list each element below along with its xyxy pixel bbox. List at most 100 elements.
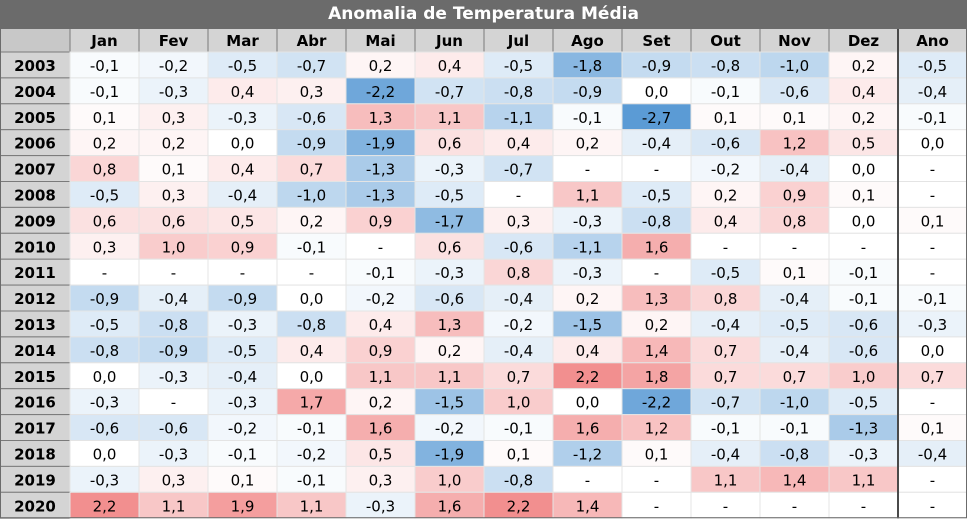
- column-header-cell: [759, 28, 830, 53]
- cell-value-label: -0,1: [504, 420, 533, 438]
- cell-value-label: -: [861, 238, 866, 256]
- cell-value-label: 1,1: [852, 471, 876, 489]
- cell-value-label: -: [654, 497, 659, 515]
- cell-value-label: -0,6: [297, 109, 326, 127]
- cell-value-label: -0,8: [504, 83, 533, 101]
- cell-value-label: -0,2: [366, 290, 395, 308]
- heatmap-cell: [345, 310, 416, 338]
- cell-value-label: -2,7: [642, 109, 671, 127]
- cell-value-label: -0,6: [849, 342, 878, 360]
- cell-value-label: -0,1: [297, 238, 326, 256]
- heatmap-cell: [414, 491, 485, 519]
- cell-value-label: -0,7: [297, 57, 326, 75]
- heatmap-cell: [828, 181, 899, 208]
- cell-value-label: -0,5: [918, 57, 947, 75]
- heatmap-cell: [69, 258, 140, 286]
- cell-value-label: -: [861, 497, 866, 515]
- year-label: 2018: [14, 445, 56, 463]
- year-label: 2004: [14, 83, 56, 101]
- column-header-cell: [690, 28, 761, 53]
- heatmap-cell: [759, 181, 830, 208]
- column-header-cell: [276, 28, 347, 53]
- cell-value-label: 0,7: [300, 161, 324, 179]
- cell-value-label: 0,0: [852, 212, 876, 230]
- heatmap-cell: [759, 232, 830, 260]
- heatmap-cell: [276, 388, 347, 416]
- cell-value-label: 0,9: [231, 238, 255, 256]
- cell-value-label: -: [240, 264, 245, 282]
- heatmap-cell: [276, 440, 347, 467]
- heatmap-cell: [897, 284, 967, 312]
- cell-value-label: 0,1: [783, 109, 807, 127]
- cell-value-label: -: [930, 471, 935, 489]
- column-header-cell: [552, 28, 623, 53]
- heatmap-cell: [207, 51, 278, 79]
- cell-value-label: -0,4: [711, 316, 740, 334]
- year-label-cell: [0, 206, 71, 234]
- cell-value-label: -: [654, 161, 659, 179]
- cell-value-label: 0,1: [231, 471, 255, 489]
- heatmap-cell: [207, 103, 278, 131]
- heatmap-cell: [552, 465, 623, 493]
- heatmap-cell: [897, 155, 967, 182]
- cell-value-label: -0,8: [297, 316, 326, 334]
- cell-value-label: 0,2: [576, 290, 600, 308]
- heatmap-cell: [276, 258, 347, 286]
- heatmap-cell: [552, 258, 623, 286]
- cell-value-label: 0,3: [162, 471, 186, 489]
- cell-value-label: 0,2: [852, 57, 876, 75]
- heatmap-cell: [621, 103, 692, 131]
- cell-value-label: 0,0: [300, 368, 324, 386]
- cell-value-label: 0,3: [507, 212, 531, 230]
- cell-value-label: 0,6: [93, 212, 117, 230]
- heatmap-cell: [690, 206, 761, 234]
- heatmap-cell: [759, 440, 830, 467]
- cell-value-label: 1,0: [507, 394, 531, 412]
- heatmap-cell: [897, 129, 967, 157]
- column-header-label: Ago: [571, 32, 604, 50]
- column-header-label: Jul: [507, 32, 529, 50]
- cell-value-label: 0,5: [852, 135, 876, 153]
- heatmap-cell: [759, 284, 830, 312]
- heatmap-cell: [552, 51, 623, 79]
- heatmap-cell: [690, 336, 761, 364]
- cell-value-label: 0,5: [369, 445, 393, 463]
- cell-value-label: 1,1: [576, 186, 600, 204]
- heatmap-cell: [207, 232, 278, 260]
- cell-value-label: 1,8: [645, 368, 669, 386]
- cell-value-label: 1,3: [438, 316, 462, 334]
- heatmap-cell: [345, 284, 416, 312]
- heatmap-cell: [690, 362, 761, 390]
- cell-value-label: -0,4: [780, 290, 809, 308]
- cell-value-label: 0,9: [369, 212, 393, 230]
- heatmap-cell: [690, 103, 761, 131]
- heatmap-cell: [483, 388, 554, 416]
- year-label: 2011: [14, 264, 56, 282]
- heatmap-cell: [414, 206, 485, 234]
- cell-value-label: 1,4: [576, 497, 600, 515]
- cell-value-label: -0,4: [780, 342, 809, 360]
- cell-value-label: -1,3: [366, 161, 395, 179]
- heatmap-cell: [897, 181, 967, 208]
- heatmap-cell: [897, 440, 967, 467]
- cell-value-label: -0,9: [642, 57, 671, 75]
- cell-value-label: 0,3: [162, 109, 186, 127]
- column-header-label: Dez: [848, 32, 880, 50]
- cell-value-label: 1,1: [369, 368, 393, 386]
- heatmap-cell: [759, 388, 830, 416]
- cell-value-label: 0,0: [576, 394, 600, 412]
- cell-value-label: -: [654, 264, 659, 282]
- heatmap-cell: [759, 258, 830, 286]
- year-label: 2017: [14, 420, 56, 438]
- cell-value-label: -0,2: [435, 420, 464, 438]
- heatmap-cell: [69, 129, 140, 157]
- year-label-cell: [0, 440, 71, 467]
- cell-value-label: -0,3: [573, 264, 602, 282]
- heatmap-cell: [828, 414, 899, 442]
- heatmap-cell: [828, 310, 899, 338]
- heatmap-cell: [276, 181, 347, 208]
- heatmap-cell: [414, 336, 485, 364]
- cell-value-label: -0,8: [159, 316, 188, 334]
- heatmap-cell: [276, 51, 347, 79]
- cell-value-label: -0,3: [573, 212, 602, 230]
